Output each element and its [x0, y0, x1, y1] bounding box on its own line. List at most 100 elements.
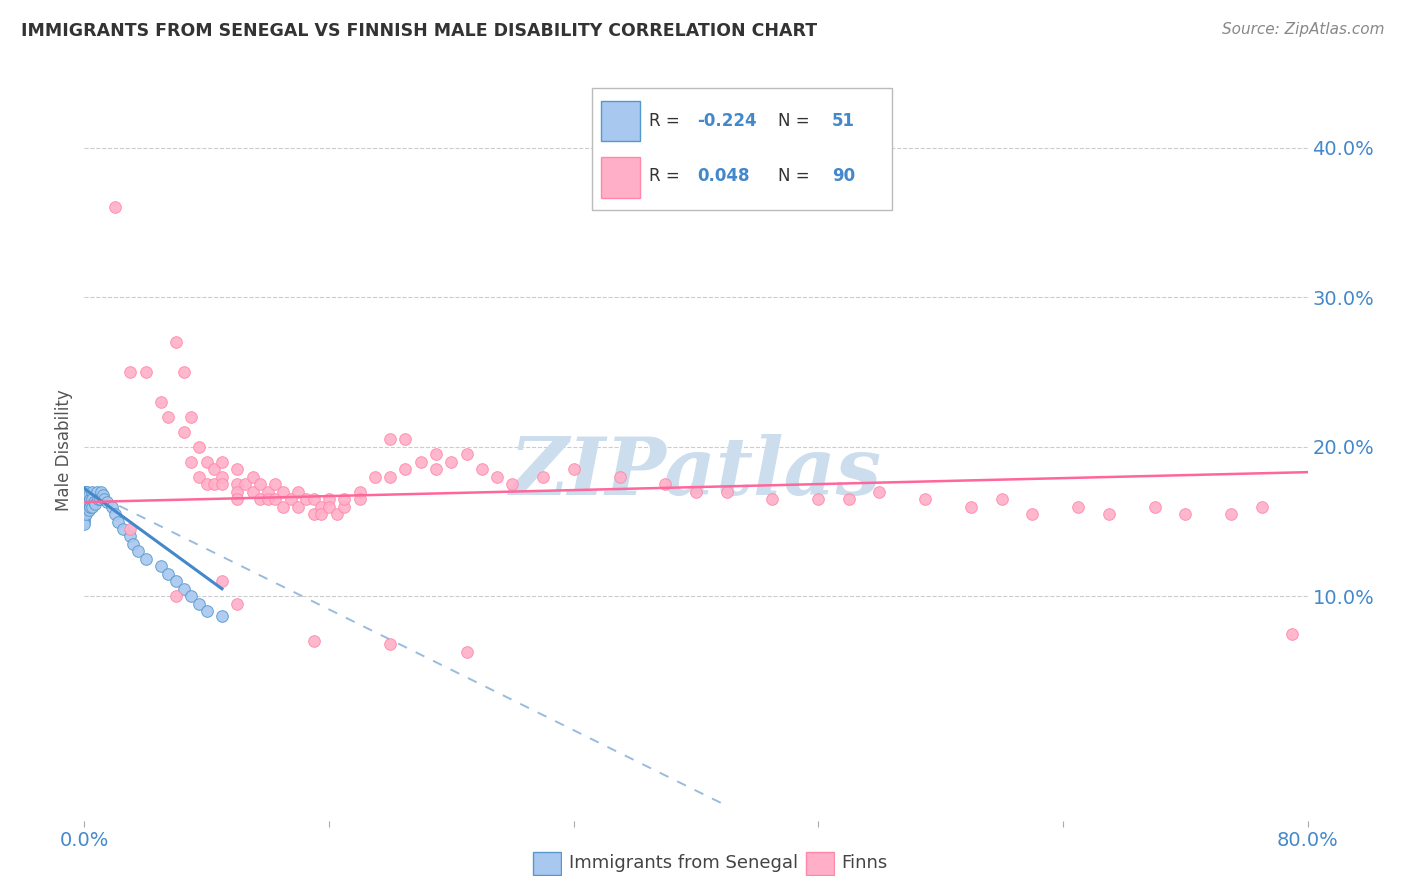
Point: [226, 477, 249, 491]
Point: [456, 645, 478, 659]
Point: [120, 522, 142, 536]
Point: [80, 500, 103, 514]
Point: [380, 469, 402, 483]
Text: IMMIGRANTS FROM SENEGAL VS FINNISH MALE DISABILITY CORRELATION CHART: IMMIGRANTS FROM SENEGAL VS FINNISH MALE …: [21, 22, 817, 40]
Point: [73, 495, 96, 509]
Point: [202, 477, 225, 491]
Point: [180, 455, 202, 469]
Point: [1021, 507, 1043, 521]
Point: [311, 507, 333, 521]
Point: [104, 507, 127, 521]
Point: [73, 500, 96, 514]
Point: [486, 469, 509, 483]
Point: [79, 491, 101, 506]
Point: [73, 517, 96, 532]
Point: [75, 502, 97, 516]
Point: [157, 409, 180, 424]
Point: [311, 500, 333, 514]
Point: [76, 484, 98, 499]
Point: [77, 487, 100, 501]
Point: [654, 477, 676, 491]
Point: [73, 515, 96, 529]
Point: [111, 522, 134, 536]
Point: [75, 491, 97, 506]
Point: [295, 491, 318, 506]
Point: [180, 589, 202, 603]
Point: [609, 469, 631, 483]
Point: [107, 515, 129, 529]
Point: [1143, 500, 1166, 514]
Point: [127, 544, 149, 558]
Point: [807, 491, 830, 506]
Point: [149, 395, 172, 409]
Point: [280, 491, 302, 506]
Point: [135, 552, 157, 566]
Point: [202, 462, 225, 476]
Point: [120, 365, 142, 379]
Point: [264, 477, 287, 491]
Point: [302, 634, 325, 648]
Point: [233, 477, 256, 491]
Point: [96, 495, 118, 509]
Point: [914, 491, 936, 506]
Point: [157, 566, 180, 581]
Point: [264, 491, 287, 506]
Point: [318, 500, 340, 514]
Text: Finns: Finns: [841, 855, 887, 872]
Point: [242, 469, 264, 483]
Point: [1281, 626, 1303, 640]
Point: [249, 477, 271, 491]
Point: [685, 484, 707, 499]
Point: [75, 484, 97, 499]
Point: [120, 529, 142, 543]
Point: [84, 497, 107, 511]
Point: [86, 484, 108, 499]
Point: [456, 447, 478, 461]
Point: [79, 500, 101, 514]
Point: [380, 432, 402, 446]
Point: [91, 487, 114, 501]
Point: [394, 462, 416, 476]
Point: [173, 365, 195, 379]
Point: [333, 500, 356, 514]
Point: [77, 495, 100, 509]
Point: [211, 608, 233, 623]
Point: [73, 491, 96, 506]
Point: [73, 507, 96, 521]
Point: [242, 484, 264, 499]
Point: [1250, 500, 1272, 514]
Point: [73, 484, 96, 499]
Point: [257, 491, 280, 506]
Point: [122, 537, 145, 551]
Point: [101, 500, 124, 514]
Point: [1098, 507, 1121, 521]
Point: [1174, 507, 1197, 521]
Point: [173, 582, 195, 596]
Point: [188, 440, 211, 454]
Point: [287, 484, 309, 499]
Point: [349, 484, 371, 499]
Point: [80, 491, 103, 506]
Y-axis label: Male Disability: Male Disability: [55, 390, 73, 511]
Point: [188, 469, 211, 483]
Point: [75, 497, 97, 511]
Point: [89, 491, 111, 506]
Point: [425, 447, 447, 461]
Point: [76, 500, 98, 514]
Point: [991, 491, 1014, 506]
Point: [380, 637, 402, 651]
Point: [838, 491, 860, 506]
Point: [302, 507, 325, 521]
Point: [502, 477, 524, 491]
Point: [90, 484, 112, 499]
Point: [180, 409, 202, 424]
Point: [80, 484, 103, 499]
Point: [195, 604, 218, 618]
Point: [226, 597, 249, 611]
Text: Immigrants from Senegal: Immigrants from Senegal: [569, 855, 799, 872]
Point: [73, 511, 96, 525]
Point: [271, 500, 294, 514]
Point: [425, 462, 447, 476]
Point: [83, 495, 105, 509]
Point: [349, 491, 371, 506]
